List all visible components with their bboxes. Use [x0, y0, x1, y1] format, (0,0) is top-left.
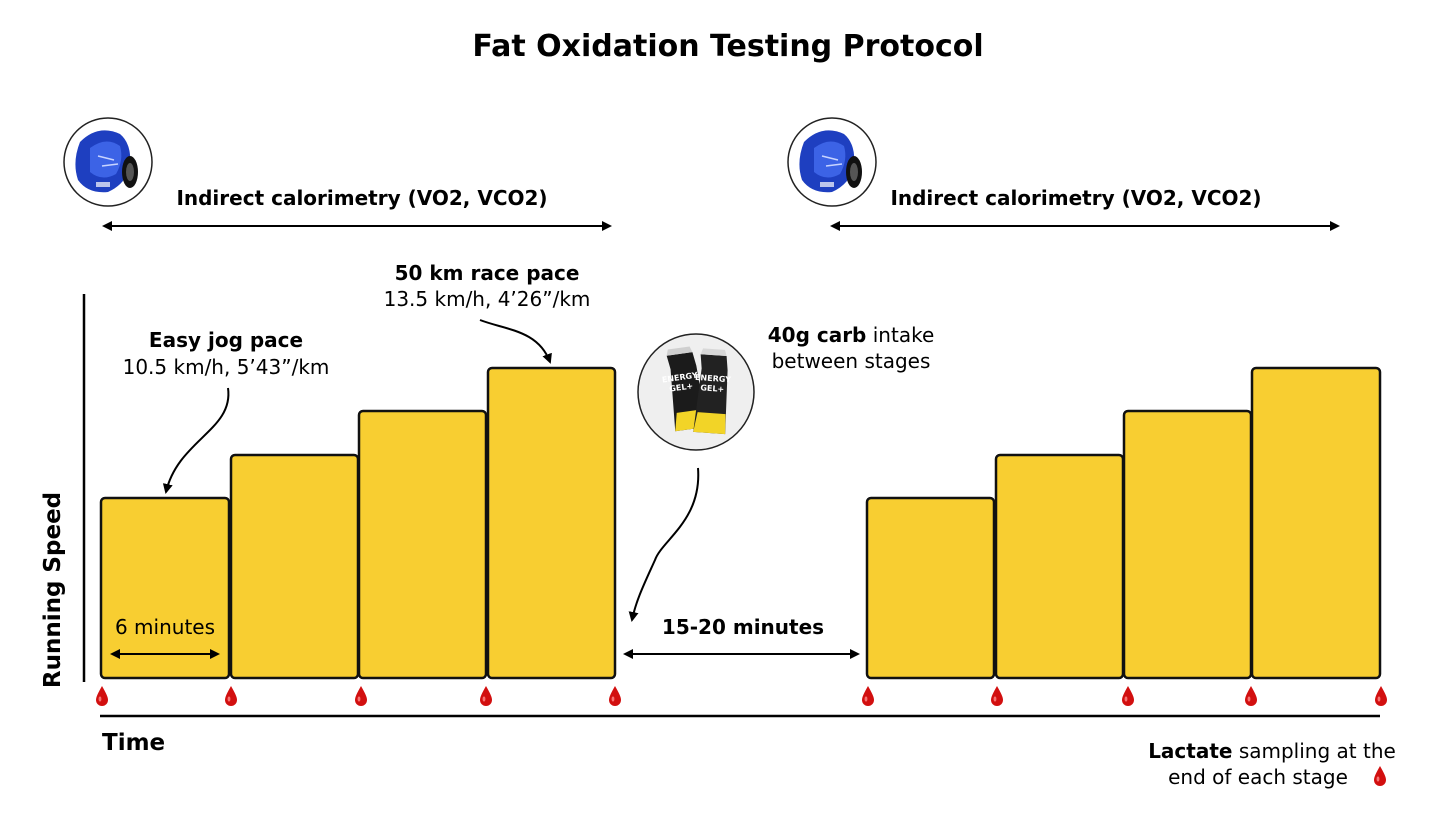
stage-bar-8 [1250, 366, 1382, 680]
easy-pace-title: Easy jog pace [149, 328, 303, 352]
stage-bar-6 [994, 453, 1125, 680]
x-axis-label: Time [102, 730, 165, 756]
race-pace-title: 50 km race pace [395, 261, 580, 285]
race-pace-detail: 13.5 km/h, 4’26”/km [384, 287, 591, 311]
gel-brand-label-2: GEL+ [669, 381, 694, 393]
stage-duration-label: 6 minutes [115, 615, 215, 639]
blood-drop-icon [355, 686, 367, 706]
blood-drop-icon [862, 686, 874, 706]
calorimetry-label-right: Indirect calorimetry (VO2, VCO2) [890, 186, 1261, 210]
blood-drop-icon [991, 686, 1003, 706]
gas-analysis-mask-icon [787, 117, 877, 207]
easy-pace-detail: 10.5 km/h, 5’43”/km [123, 355, 330, 379]
stage-bar-2 [229, 453, 360, 680]
carb-intake-bold: 40g carb [768, 323, 867, 347]
lactate-legend-line2: end of each stage [1168, 765, 1348, 789]
carb-intake-rest: intake [866, 323, 934, 347]
lactate-legend-line1: Lactate sampling at the [1148, 739, 1396, 763]
blood-drop-icon [96, 686, 108, 706]
stage-bar-7 [1122, 409, 1253, 680]
lactate-legend-bold: Lactate [1148, 739, 1232, 763]
carb-intake-line1: 40g carb intake [768, 323, 935, 347]
stage-bar-5 [865, 496, 996, 680]
gel-brand-label-4: GEL+ [700, 383, 724, 394]
page-title: Fat Oxidation Testing Protocol [472, 29, 983, 64]
easy-pace-arrow [162, 387, 230, 494]
carb-intake-line2: between stages [772, 349, 931, 373]
blood-drop-icon [1374, 766, 1386, 786]
race-pace-arrow [479, 319, 552, 364]
break-duration-label: 15-20 minutes [662, 615, 824, 639]
blood-drop-icon [1245, 686, 1257, 706]
stage-bar-1 [99, 496, 231, 680]
blood-drop-icon [480, 686, 492, 706]
y-axis-label: Running Speed [40, 492, 66, 688]
blood-drop-icon [1122, 686, 1134, 706]
gel-brand-label-3: ENERGY [695, 373, 732, 385]
stage-bar-4 [486, 366, 617, 680]
energy-gel-icon: ENERGY GEL+ ENERGY GEL+ [637, 333, 755, 451]
blood-drop-icon [225, 686, 237, 706]
gas-analysis-mask-icon [63, 117, 153, 207]
blood-drop-icon [609, 686, 621, 706]
calorimetry-label-left: Indirect calorimetry (VO2, VCO2) [176, 186, 547, 210]
blood-drop-icon [1375, 686, 1387, 706]
carb-intake-arrow [628, 467, 700, 622]
stage-bar-3 [357, 409, 488, 680]
lactate-legend-rest: sampling at the [1232, 739, 1395, 763]
